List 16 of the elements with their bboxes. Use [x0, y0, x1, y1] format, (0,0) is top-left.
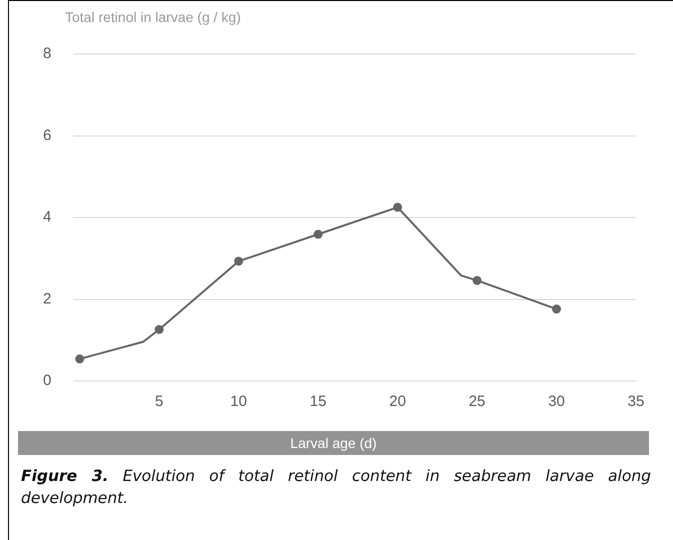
point: [551, 304, 562, 315]
y-axis-title: Total retinol in larvae (g / kg): [65, 9, 241, 25]
x-tick-label: 5: [155, 393, 164, 410]
x-tick-label: 35: [628, 393, 644, 410]
y-tick-label: 0: [43, 372, 52, 390]
x-tick-label: 15: [310, 393, 326, 410]
caption: Figure 3. Evolution of total retinol content in seabream larvae along development.: [21, 466, 651, 509]
x-tick-label: 10: [230, 393, 247, 410]
x-tick-label: 30: [548, 393, 565, 410]
x-tick-label: 20: [389, 393, 406, 410]
y-tick-label: 2: [43, 290, 52, 308]
x-tick-label: 25: [468, 393, 486, 410]
y-tick-label: 4: [43, 208, 52, 226]
y-tick-label: 8: [43, 45, 52, 62]
y-tick-label: 6: [43, 126, 52, 144]
x-axis-title: Larval age (d): [18, 431, 649, 455]
